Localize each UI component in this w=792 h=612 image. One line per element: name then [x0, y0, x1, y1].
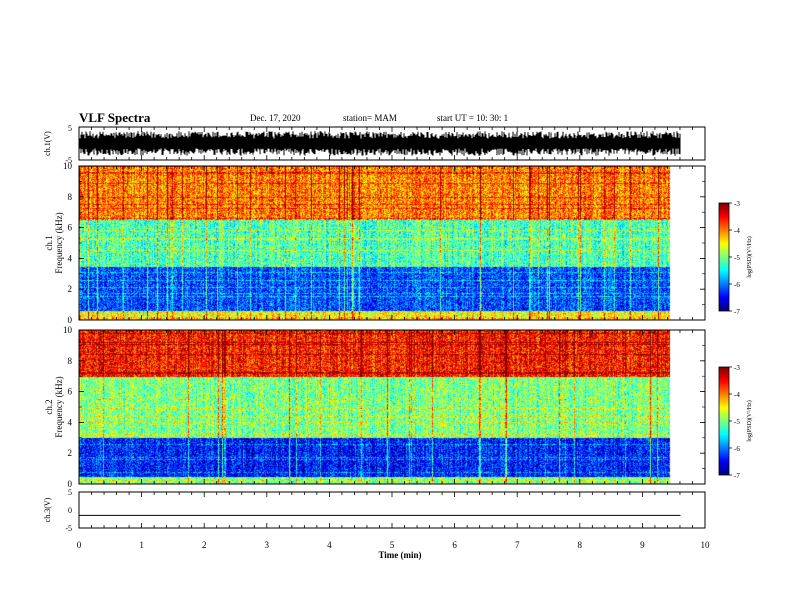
ch1-freq-tick-label: 8 [68, 192, 73, 202]
panel-frame-w3 [78, 491, 706, 529]
x-tick-label: 5 [390, 540, 395, 550]
ch2-freq-tick-label: 2 [68, 448, 73, 458]
header: VLF Spectra Dec. 17, 2020 station= MAM s… [0, 0, 792, 130]
ch2-colorbar-tick-label: -4 [734, 391, 740, 399]
ch2-colorbar-image [719, 367, 729, 475]
ch1-ylabel-line: ch.1 [44, 235, 54, 250]
ch3-waveform-ylabel: ch.3(V) [43, 497, 52, 522]
ch2-colorbar-label: log(PSD)(V²/Hz) [746, 400, 753, 441]
x-tick-label: 8 [578, 540, 583, 550]
ch2-freq-tick-label: 10 [63, 325, 73, 335]
ch3-ytick-label: 5 [68, 488, 72, 497]
ch1-colorbar-frame [718, 202, 730, 312]
panel-frame-s1 [78, 165, 706, 321]
ch2-freq-tick-label: 0 [68, 479, 73, 489]
ch3-ytick-label: 0 [68, 506, 72, 515]
ch2-ylabel-line: ch.2 [44, 399, 54, 414]
ch1-ytick-label: -5 [65, 156, 72, 165]
ch1-waveform [79, 131, 681, 156]
ch2-colorbar-tick-label: -7 [734, 472, 740, 480]
x-tick-label: 2 [202, 540, 207, 550]
ch1-freq-tick-label: 0 [68, 315, 73, 325]
x-tick-label: 0 [77, 540, 82, 550]
panel-frames [78, 126, 730, 529]
ch1-waveform-ylabel: ch.1(V) [43, 131, 52, 156]
ch2-freq-tick-label: 4 [68, 417, 73, 427]
ch2-freq-tick-label: 6 [68, 387, 73, 397]
x-axis-label: Time (min) [378, 550, 421, 560]
ch2-colorbar-frame [718, 366, 730, 476]
ch2-spectrogram-ylabel: ch.2Frequency (kHz) [44, 376, 64, 437]
ch1-freq-tick-label: 6 [68, 223, 73, 233]
axis-ticks [78, 127, 732, 528]
ch1-ytick-label: 5 [68, 124, 72, 133]
x-tick-label: 10 [701, 540, 711, 550]
ch2-freq-tick-label: 8 [68, 356, 73, 366]
ch1-colorbar-tick-label: -6 [734, 281, 740, 289]
ch1-trace [79, 131, 681, 156]
ch3-ytick-label: -5 [65, 524, 72, 533]
station-label: station= MAM [343, 113, 397, 123]
x-tick-label: 9 [640, 540, 645, 550]
ch2-spectrogram-image [79, 330, 694, 484]
ch1-colorbar-tick-label: -3 [734, 200, 740, 208]
ch2-colorbar-tick-label: -6 [734, 445, 740, 453]
ch1-colorbar-tick-label: -4 [734, 227, 740, 235]
ch2-colorbar-tick-label: -5 [734, 418, 740, 426]
start-time-label: start UT = 10: 30: 1 [437, 113, 509, 123]
ch1-spectrogram-ylabel: ch.1Frequency (kHz) [44, 212, 64, 273]
ch1-freq-tick-label: 2 [68, 284, 73, 294]
ch1-colorbar-tick-label: -7 [734, 308, 740, 316]
x-tick-label: 3 [265, 540, 270, 550]
x-tick-label: 1 [139, 540, 144, 550]
date-label: Dec. 17, 2020 [250, 113, 301, 123]
chart-title: VLF Spectra [79, 110, 151, 125]
ch1-spectrogram-image [79, 166, 694, 320]
x-tick-label: 7 [515, 540, 520, 550]
ch2-colorbar-tick-label: -3 [734, 364, 740, 372]
x-tick-label: 4 [327, 540, 332, 550]
x-tick-label: 6 [452, 540, 457, 550]
ch1-freq-tick-label: 4 [68, 253, 73, 263]
ch1-colorbar-tick-label: -5 [734, 254, 740, 262]
ch1-ylabel-line: Frequency (kHz) [54, 212, 64, 273]
ch1-freq-tick-label: 10 [63, 161, 73, 171]
ch1-colorbar-image [719, 203, 729, 311]
ch1-colorbar-label: log(PSD)(V²/Hz) [746, 236, 753, 277]
panel-frame-s2 [78, 329, 706, 485]
ch2-ylabel-line: Frequency (kHz) [54, 376, 64, 437]
